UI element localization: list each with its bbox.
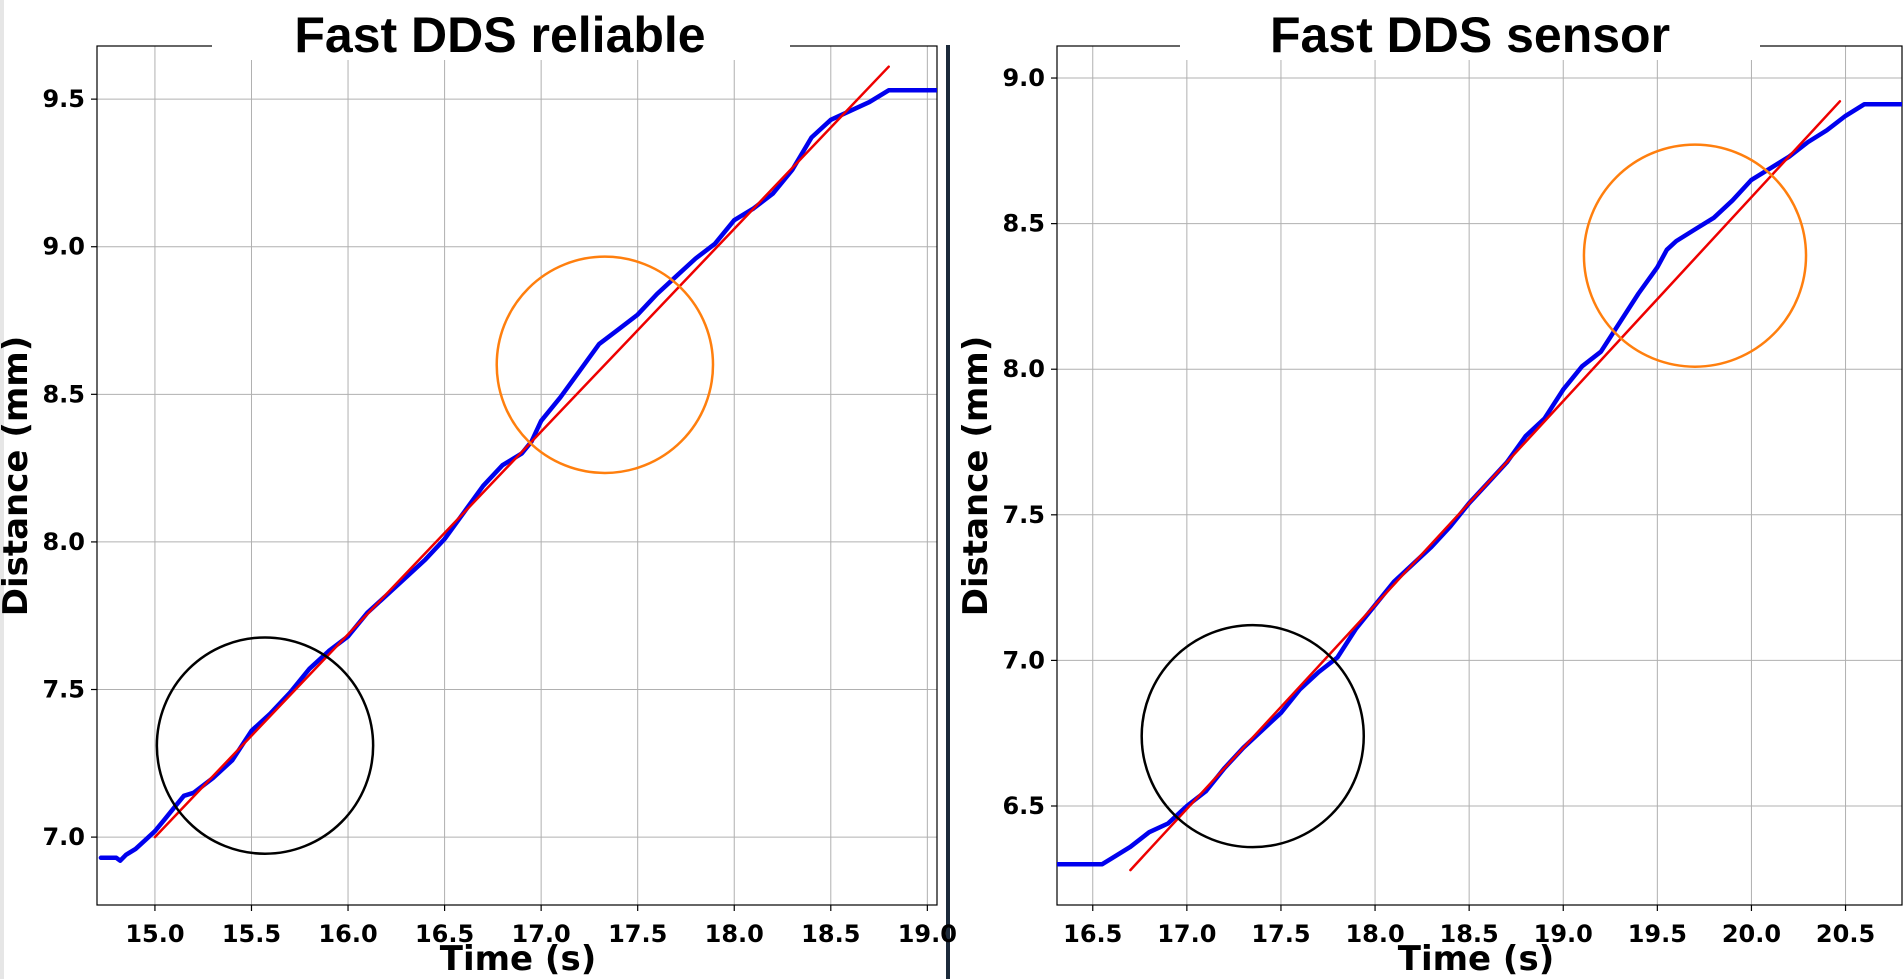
- y-tick-label: 8.0: [42, 528, 85, 556]
- left-edge-shadow: [0, 0, 4, 979]
- x-tick-label: 19.0: [898, 920, 957, 948]
- y-tick-label: 9.5: [42, 85, 85, 113]
- y-tick-label: 8.5: [42, 380, 85, 408]
- x-axis-label: Time (s): [1398, 939, 1555, 979]
- x-tick-label: 15.0: [125, 920, 184, 948]
- x-tick-label: 18.0: [705, 920, 764, 948]
- y-axis-label: Distance (mm): [956, 336, 996, 617]
- y-tick-label: 9.0: [42, 233, 85, 261]
- x-tick-label: 17.0: [1157, 920, 1216, 948]
- y-tick-label: 7.5: [42, 676, 85, 704]
- fit-line: [1129, 100, 1842, 872]
- y-axis-label: Distance (mm): [0, 336, 36, 617]
- x-tick-label: 16.5: [1063, 920, 1122, 948]
- x-tick-label: 16.5: [415, 920, 474, 948]
- x-tick-label: 20.0: [1722, 920, 1781, 948]
- y-tick-label: 9.0: [1002, 64, 1045, 92]
- x-tick-label: 19.5: [1628, 920, 1687, 948]
- x-tick-label: 20.5: [1816, 920, 1875, 948]
- y-tick-label: 8.0: [1002, 355, 1045, 383]
- orange-highlight-circle: [495, 255, 715, 475]
- y-tick-label: 7.0: [42, 823, 85, 851]
- x-tick-label: 18.0: [1345, 920, 1404, 948]
- x-tick-label: 17.5: [608, 920, 667, 948]
- black-highlight-circle: [155, 636, 375, 855]
- black-highlight-circle: [1140, 623, 1366, 849]
- y-tick-label: 7.0: [1002, 646, 1045, 674]
- panel-sensor: Fast DDS sensor 16.5 17.0 17.5 18.0 18.5 19.0…: [956, 7, 1903, 979]
- orange-highlight-circle: [1582, 143, 1808, 368]
- fit-line: [153, 65, 890, 839]
- x-tick-label: 16.0: [318, 920, 377, 948]
- x-tick-label: 18.5: [1440, 920, 1499, 948]
- chart-title: Fast DDS reliable: [294, 7, 705, 63]
- y-tick-label: 8.5: [1002, 210, 1045, 238]
- x-tick-label: 15.5: [222, 920, 281, 948]
- x-tick-label: 17.0: [512, 920, 571, 948]
- x-axis-label: Time (s): [440, 939, 597, 979]
- x-tick-label: 19.0: [1534, 920, 1593, 948]
- x-tick-label: 17.5: [1251, 920, 1310, 948]
- y-tick-label: 6.5: [1002, 792, 1045, 820]
- panel-reliable: Fast DDS reliable 15.0 15.5 16.0 16.5 17.0 17…: [0, 7, 957, 979]
- chart-title: Fast DDS sensor: [1270, 7, 1670, 63]
- y-tick-label: 7.5: [1002, 501, 1045, 529]
- x-tick-label: 18.5: [801, 920, 860, 948]
- title-background: [212, 8, 790, 60]
- panel-divider: [946, 45, 950, 979]
- title-background: [1180, 8, 1760, 60]
